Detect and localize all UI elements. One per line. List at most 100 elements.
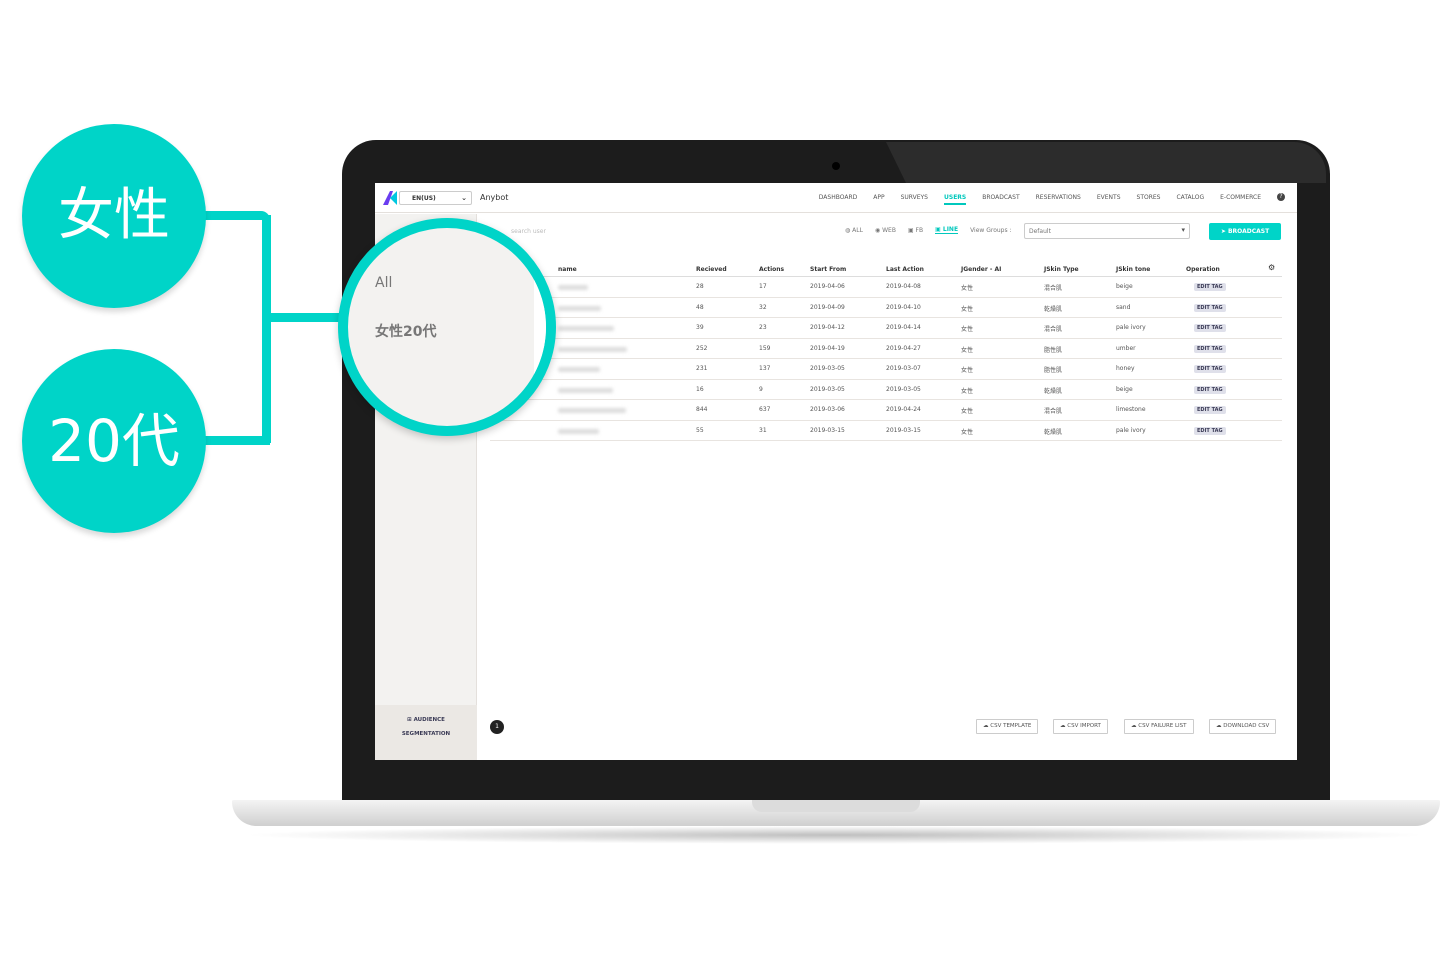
nav-surveys[interactable]: SURVEYS — [900, 193, 928, 201]
edit-tag-button[interactable]: EDIT TAG — [1194, 385, 1226, 394]
table-cell: 女性 — [961, 408, 974, 415]
table-cell: 2019-03-05 — [810, 385, 845, 393]
nav-broadcast[interactable]: BROADCAST — [982, 193, 1020, 201]
table-cell: 混合肌 — [1044, 285, 1063, 292]
view-groups-select[interactable]: Default ▾ — [1024, 223, 1190, 239]
table-cell: 2019-03-15 — [810, 426, 845, 434]
table-cell: 39 — [696, 324, 704, 331]
page-1-button[interactable]: 1 — [490, 720, 504, 734]
table-cell: 2019-04-08 — [886, 283, 921, 290]
table-cell: beige — [1116, 283, 1133, 290]
nav-ecommerce[interactable]: E-COMMERCE — [1220, 193, 1261, 201]
table-cell: 女性 — [961, 285, 974, 292]
table-cell: 乾燥肌 — [1044, 428, 1063, 436]
table-cell: honey — [1116, 365, 1135, 372]
edit-tag-button[interactable]: EDIT TAG — [1194, 283, 1226, 291]
csv-import-button[interactable]: ☁ CSV IMPORT — [1053, 719, 1108, 734]
table-cell: pale ivory — [1116, 426, 1146, 434]
table-cell: 55 — [696, 426, 704, 434]
table-row[interactable]: 48 32 2019-04-09 2019-04-10 女性 乾燥肌 sand EDIT TA… — [490, 298, 1282, 318]
user-name-blurred — [558, 346, 627, 352]
table-row[interactable]: 39 23 2019-04-12 2019-04-14 女性 混合肌 pale ivory E… — [490, 318, 1282, 339]
table-cell: 9 — [759, 385, 763, 393]
broadcast-button[interactable]: ➤ BROADCAST — [1209, 223, 1281, 240]
csv-failure-list-button[interactable]: ☁ CSV FAILURE LIST — [1124, 719, 1194, 734]
table-cell: 23 — [759, 324, 767, 331]
table-header: name Recieved Actions Start From Last Ac… — [490, 260, 1282, 277]
csv-template-button[interactable]: ☁ CSV TEMPLATE — [976, 719, 1039, 734]
table-cell: 混合肌 — [1044, 326, 1063, 333]
table-cell: 2019-04-10 — [886, 303, 921, 311]
filter-web[interactable]: ◉ WEB — [874, 226, 896, 234]
table-cell: 2019-04-27 — [886, 344, 921, 352]
table-cell: 28 — [696, 283, 704, 290]
nav-app[interactable]: APP — [873, 193, 885, 201]
table-row[interactable]: 231 137 2019-03-05 2019-03-07 女性 脂性肌 honey EDIT… — [490, 359, 1282, 380]
table-row[interactable]: 28 17 2019-04-06 2019-04-08 女性 混合肌 beige EDIT T… — [490, 277, 1282, 298]
table-cell: 2019-04-12 — [810, 324, 845, 331]
edit-tag-button[interactable]: EDIT TAG — [1194, 303, 1226, 312]
audience-segmentation-button[interactable]: ⊞ AUDIENCE SEGMENTATION — [375, 705, 477, 760]
callout-age: 20代 — [22, 349, 206, 533]
user-name-blurred — [558, 285, 588, 290]
nav-users[interactable]: USERS — [944, 194, 967, 205]
table-cell: 48 — [696, 303, 704, 311]
nav-catalog[interactable]: CATALOG — [1176, 193, 1205, 201]
nav-reservations[interactable]: RESERVATIONS — [1035, 193, 1081, 201]
table-cell: 16 — [696, 385, 704, 393]
nav-stores[interactable]: STORES — [1136, 193, 1161, 201]
user-name-blurred — [558, 428, 599, 434]
table-cell: 2019-04-14 — [886, 324, 921, 331]
laptop-shadow — [240, 826, 1430, 844]
table-cell: 231 — [696, 365, 708, 372]
edit-tag-button[interactable]: EDIT TAG — [1194, 365, 1226, 373]
filter-line[interactable]: ▣ LINE — [935, 226, 959, 234]
dropdown-arrow-icon: ▾ — [1181, 226, 1185, 234]
table-cell: 女性 — [961, 428, 974, 436]
download-csv-button[interactable]: ☁ DOWNLOAD CSV — [1209, 719, 1277, 734]
lid-reflection — [886, 142, 1326, 183]
connector — [200, 211, 270, 220]
table-row[interactable]: 55 31 2019-03-15 2019-03-15 女性 乾燥肌 pale ivory E… — [490, 421, 1282, 441]
edit-tag-button[interactable]: EDIT TAG — [1194, 324, 1226, 332]
user-name-blurred — [558, 305, 601, 311]
table-cell: 137 — [759, 365, 771, 372]
nav-events[interactable]: EVENTS — [1096, 193, 1121, 201]
edit-tag-button[interactable]: EDIT TAG — [1194, 406, 1226, 414]
table-cell: 637 — [759, 406, 771, 413]
segment-female-20s[interactable]: 女性20代 — [375, 324, 437, 340]
table-cell: 2019-04-09 — [810, 303, 845, 311]
user-name-blurred — [558, 367, 600, 372]
table-cell: 31 — [759, 426, 767, 434]
edit-tag-button[interactable]: EDIT TAG — [1194, 426, 1226, 435]
search-input[interactable]: search user — [511, 228, 546, 235]
filter-all[interactable]: ◍ ALL — [845, 226, 863, 234]
plus-icon: ⊞ — [407, 717, 412, 723]
filter-fb[interactable]: ▣ FB — [907, 226, 924, 234]
table-cell: 159 — [759, 344, 771, 352]
nav-dashboard[interactable]: DASHBOARD — [818, 193, 858, 201]
table-cell: 混合肌 — [1044, 408, 1063, 415]
table-cell: 2019-03-06 — [810, 406, 845, 413]
table-cell: 乾燥肌 — [1044, 305, 1063, 313]
laptop-notch — [752, 800, 920, 812]
user-name-blurred — [558, 326, 614, 331]
table-row[interactable]: 16 9 2019-03-05 2019-03-05 女性 乾燥肌 beige EDIT TA… — [490, 380, 1282, 400]
gear-icon[interactable]: ⚙ — [1268, 263, 1276, 272]
table-row[interactable]: 844 637 2019-03-06 2019-04-24 女性 混合肌 limestone… — [490, 400, 1282, 421]
table-cell: 2019-04-24 — [886, 406, 921, 413]
table-cell: sand — [1116, 303, 1131, 311]
callout-gender: 女性 — [22, 124, 206, 308]
edit-tag-button[interactable]: EDIT TAG — [1194, 344, 1226, 353]
language-select[interactable]: EN(US) ⌄ — [399, 191, 472, 205]
table-cell: 2019-04-06 — [810, 283, 845, 290]
table-row[interactable]: 252 159 2019-04-19 2019-04-27 女性 脂性肌 umber EDIT… — [490, 339, 1282, 359]
send-icon: ➤ — [1220, 228, 1226, 235]
channel-filters: ◍ ALL ◉ WEB ▣ FB ▣ LINE View Groups : — [845, 226, 1012, 234]
view-groups-label: View Groups : — [970, 226, 1012, 234]
table-cell: beige — [1116, 385, 1133, 393]
segment-all[interactable]: All — [375, 275, 393, 291]
help-icon[interactable]: ? — [1277, 193, 1285, 201]
table-cell: 17 — [759, 283, 767, 290]
main-nav: DASHBOARD APP SURVEYS USERS BROADCAST RE… — [818, 193, 1285, 205]
